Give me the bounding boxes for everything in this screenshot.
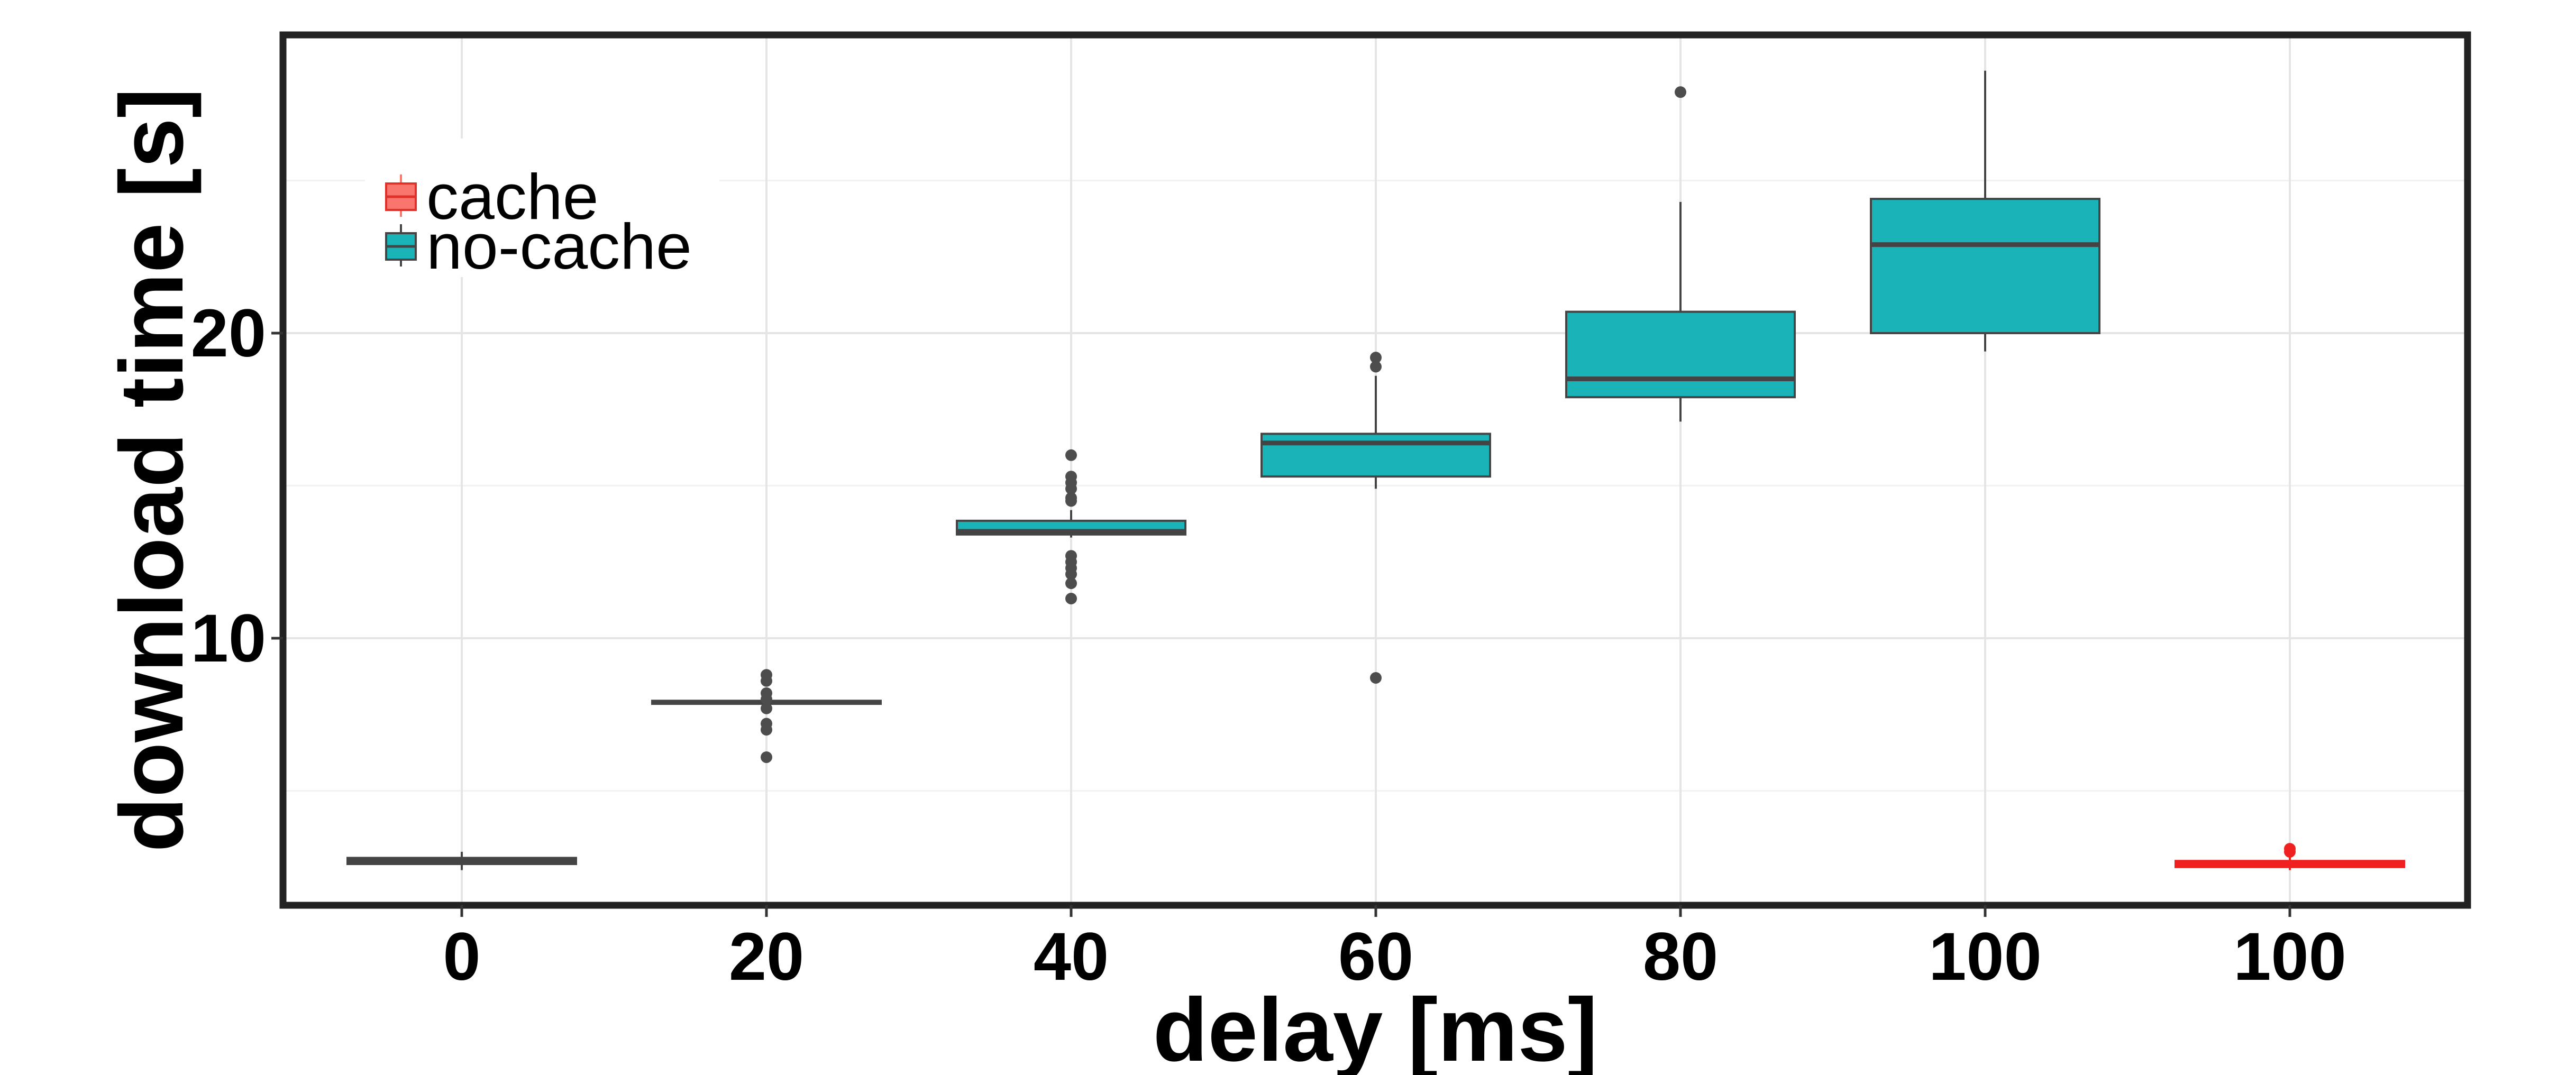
legend-key-no-cache [385, 224, 417, 267]
box-cache-100 [2175, 843, 2405, 870]
boxes [346, 70, 2405, 870]
outlier-point [2284, 843, 2296, 855]
outlier-point [1065, 550, 1077, 562]
x-ticks: 0 20 40 60 80 100 100 [443, 905, 2346, 995]
box-body [1260, 433, 1491, 478]
box-no-cache-0 [346, 851, 577, 870]
outlier-point [761, 718, 772, 730]
legend-label-cache: cache [426, 161, 599, 233]
x-tick-label: 20 [729, 919, 804, 995]
box-body [1870, 198, 2100, 334]
outlier-point [761, 669, 772, 681]
outlier-point [1370, 352, 1382, 364]
y-axis-title: download time [s] [102, 88, 202, 852]
box-body [1565, 310, 1796, 399]
outlier-point [761, 751, 772, 764]
legend-key-cache [385, 174, 417, 217]
box-no-cache-80 [1565, 86, 1796, 422]
x-tick-label: 100 [2233, 919, 2346, 995]
x-tick-label: 80 [1643, 919, 1718, 995]
outlier-point [1370, 672, 1382, 684]
y-tick-label: 20 [191, 296, 266, 371]
outlier-point [1370, 361, 1382, 373]
x-axis-title: delay [ms] [1153, 980, 1598, 1075]
outlier-point [1065, 449, 1077, 461]
outlier-point [1065, 577, 1077, 590]
x-tick-label: 100 [1929, 919, 2042, 995]
outlier-point [1065, 471, 1077, 483]
outlier-point [1065, 592, 1077, 604]
box-no-cache-60 [1260, 352, 1491, 684]
outlier-point [761, 687, 772, 699]
box-no-cache-20 [651, 669, 882, 764]
legend: cache no-cache [365, 139, 719, 282]
y-ticks: 10 20 [191, 296, 283, 676]
x-tick-label: 40 [1034, 919, 1109, 995]
box-no-cache-40 [956, 449, 1186, 604]
x-tick-label: 0 [443, 919, 480, 995]
legend-background [365, 139, 719, 277]
x-tick-label: 60 [1338, 919, 1413, 995]
y-tick-label: 10 [191, 601, 266, 676]
outlier-point [761, 702, 772, 714]
box-no-cache-100 [1870, 70, 2100, 352]
outlier-point [1675, 86, 1686, 98]
outlier-point [1065, 492, 1077, 504]
legend-label-no-cache: no-cache [426, 210, 692, 282]
